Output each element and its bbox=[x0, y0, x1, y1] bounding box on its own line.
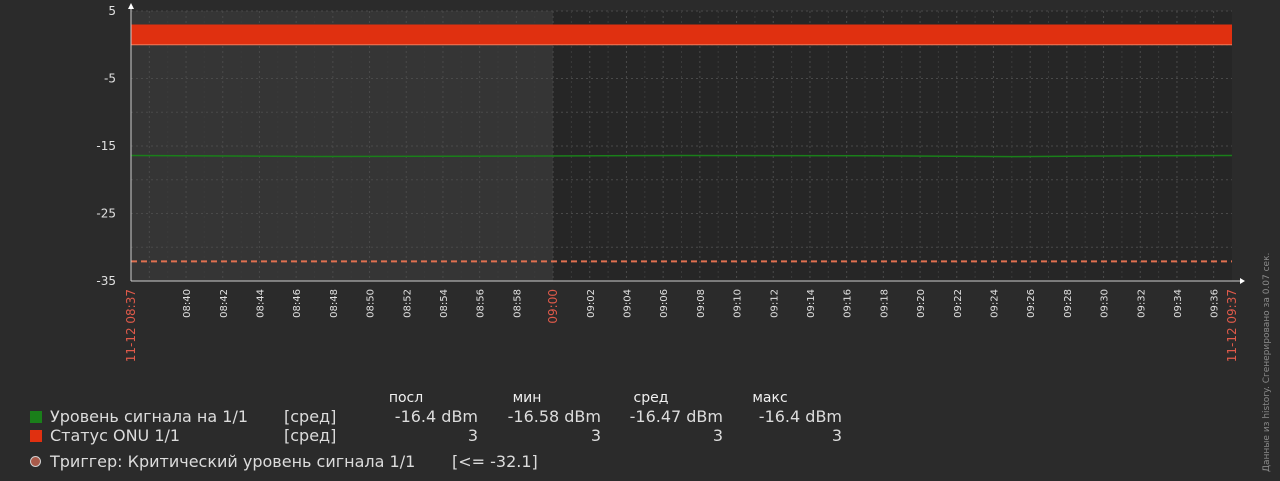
x-end-label: 11-12 09:37 bbox=[1225, 289, 1239, 362]
x-tick-label: 09:26 bbox=[1026, 289, 1037, 318]
x-tick-label: 09:06 bbox=[659, 289, 670, 318]
legend-min-onu-status: 3 bbox=[590, 426, 601, 445]
x-tick-label: 09:36 bbox=[1210, 289, 1221, 318]
legend-avg-signal: -16.47 dBm bbox=[629, 407, 723, 426]
x-tick-label-major: 09:00 bbox=[546, 289, 560, 324]
x-tick-label: 09:28 bbox=[1063, 289, 1074, 318]
x-tick-label: 09:08 bbox=[696, 289, 707, 318]
y-tick-label: -35 bbox=[96, 274, 116, 288]
legend-header-last: посл bbox=[388, 390, 424, 406]
trigger-label: Триггер: Критический уровень сигнала 1/1 bbox=[50, 452, 416, 471]
legend-last-signal: -16.4 dBm bbox=[394, 407, 478, 426]
x-tick-label: 09:14 bbox=[806, 289, 817, 318]
x-tick-label: 08:54 bbox=[439, 289, 450, 318]
x-tick-label: 08:50 bbox=[366, 289, 377, 318]
x-tick-label: 09:22 bbox=[953, 289, 964, 318]
legend-agg-onu-status: [сред] bbox=[284, 426, 337, 445]
x-tick-label: 09:04 bbox=[622, 289, 633, 318]
y-axis-arrow bbox=[128, 3, 134, 9]
y-tick-label: -15 bbox=[96, 139, 116, 153]
legend-last-onu-status: 3 bbox=[467, 426, 478, 445]
series-onu-status-bar bbox=[131, 24, 1232, 45]
x-tick-label: 09:34 bbox=[1173, 289, 1184, 318]
legend-label-signal: Уровень сигнала на 1/1 bbox=[50, 407, 249, 426]
x-tick-label: 08:42 bbox=[219, 289, 230, 318]
x-tick-label: 09:10 bbox=[733, 289, 744, 318]
x-tick-label: 08:40 bbox=[182, 289, 193, 318]
legend-header-max: макс bbox=[752, 390, 788, 406]
legend-item-trigger: Триггер: Критический уровень сигнала 1/1… bbox=[30, 453, 630, 471]
legend-avg-onu-status: 3 bbox=[712, 426, 723, 445]
legend-max-onu-status: 3 bbox=[831, 426, 842, 445]
legend-agg-signal: [сред] bbox=[284, 407, 337, 426]
x-tick-label: 08:48 bbox=[329, 289, 340, 318]
y-tick-label: -25 bbox=[96, 207, 116, 221]
generation-note: Данные из history. Сгенерировано за 0.07… bbox=[1262, 252, 1272, 472]
trigger-dot-icon bbox=[30, 456, 41, 467]
x-tick-label: 09:30 bbox=[1100, 289, 1111, 318]
legend-header-avg: сред bbox=[633, 390, 669, 406]
x-tick-label: 08:56 bbox=[476, 289, 487, 318]
y-tick-label: -5 bbox=[104, 72, 116, 86]
x-tick-label: 09:12 bbox=[769, 289, 780, 318]
x-tick-label: 08:58 bbox=[512, 289, 523, 318]
x-tick-label: 08:44 bbox=[255, 289, 266, 318]
legend-header-min: мин bbox=[512, 390, 542, 406]
x-axis-arrow bbox=[1240, 278, 1245, 284]
trigger-value: [<= -32.1] bbox=[452, 452, 538, 471]
x-tick-label: 09:16 bbox=[843, 289, 854, 318]
y-tick-label: 5 bbox=[108, 4, 116, 18]
x-tick-label: 08:52 bbox=[402, 289, 413, 318]
x-tick-label: 09:24 bbox=[989, 289, 1000, 318]
legend-label-onu-status: Статус ONU 1/1 bbox=[50, 426, 181, 445]
legend-swatch-signal bbox=[30, 411, 42, 423]
legend-max-signal: -16.4 dBm bbox=[758, 407, 842, 426]
x-tick-label: 09:32 bbox=[1136, 289, 1147, 318]
x-tick-label: 09:18 bbox=[879, 289, 890, 318]
legend-min-signal: -16.58 dBm bbox=[507, 407, 601, 426]
legend-item-onu-status: Статус ONU 1/1 [сред] 3 3 3 3 bbox=[30, 426, 842, 445]
x-tick-label: 09:02 bbox=[586, 289, 597, 318]
x-tick-label: 08:46 bbox=[292, 289, 303, 318]
x-start-label: 11-12 08:37 bbox=[124, 289, 138, 362]
legend-item-signal: Уровень сигнала на 1/1 [сред] -16.4 dBm … bbox=[30, 407, 842, 426]
x-tick-label: 09:20 bbox=[916, 289, 927, 318]
series-signal-line bbox=[130, 154, 1233, 158]
legend-swatch-onu-status bbox=[30, 430, 42, 442]
